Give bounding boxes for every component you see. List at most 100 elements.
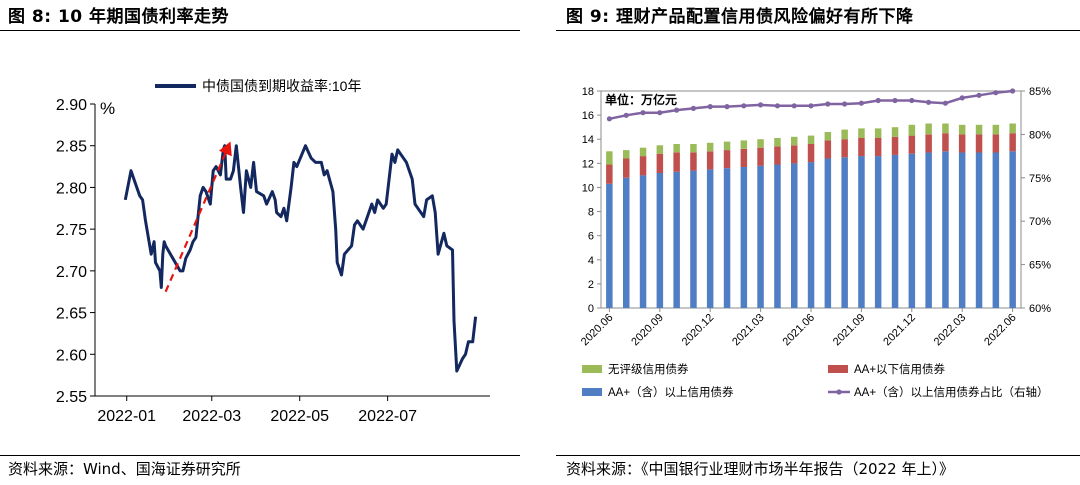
right-bar-unrated bbox=[824, 132, 832, 141]
right-bar-unrated bbox=[908, 124, 916, 136]
right-y-tick-label: 0 bbox=[588, 303, 594, 315]
right-bar-unrated bbox=[858, 128, 865, 138]
right-share-point bbox=[976, 92, 982, 98]
right-share-point bbox=[959, 95, 965, 101]
right-bar-unrated bbox=[740, 140, 748, 149]
right-share-point bbox=[707, 104, 713, 110]
right-figure-title: 图 9: 理财产品配置信用债风险偏好有所下降 bbox=[566, 7, 914, 27]
right-bar-aa-plus-above bbox=[824, 158, 832, 308]
right-bar-below-aa-plus bbox=[958, 134, 966, 153]
right-unit-label: 单位：万亿元 bbox=[605, 92, 677, 107]
left-arrow-shaft bbox=[164, 153, 227, 293]
right-bar-below-aa-plus bbox=[824, 140, 832, 159]
right-share-point bbox=[1010, 88, 1016, 94]
right-y-tick-label: 4 bbox=[588, 255, 594, 267]
left-x-tick-label: 2022-03 bbox=[182, 408, 241, 425]
right-y-tick-label: 12 bbox=[582, 158, 594, 170]
right-share-point bbox=[774, 103, 780, 109]
left-y-ticks: 2.90 2.85 2.80 2.75 2.70 2.65 2.60 2.55 bbox=[56, 97, 95, 406]
right-legend: 无评级信用债券 AA+以下信用债券 AA+（含）以上信用债券 AA+（含）以上信用债券… bbox=[582, 362, 1049, 399]
right-right-y-ticks: 85% 80% 75% 70% 65% 60% bbox=[1021, 86, 1051, 315]
right-bar-aa-plus-above bbox=[774, 164, 781, 308]
left-x-tick-label: 2022-01 bbox=[97, 408, 156, 425]
right-left-y-ticks: 18 16 14 12 10 8 6 4 2 0 bbox=[582, 86, 601, 315]
right-y-tick-label: 14 bbox=[582, 134, 594, 146]
right-share-point bbox=[993, 90, 999, 96]
right-share-point bbox=[674, 107, 680, 113]
right-bar-below-aa-plus bbox=[757, 147, 764, 166]
right-source-note: 资料来源：《中国银行业理财市场半年报告（2022 年上）》 bbox=[566, 460, 954, 478]
right-bar-unrated bbox=[656, 145, 664, 154]
left-trend-arrow bbox=[164, 141, 232, 293]
right-share-point bbox=[791, 103, 797, 109]
right-bar-unrated bbox=[891, 127, 899, 137]
left-x-ticks: 2022-01 2022-03 2022-05 2022-07 bbox=[97, 396, 417, 425]
right-legend-label: AA+以下信用债券 bbox=[854, 362, 946, 376]
right-y-tick-label: 6 bbox=[588, 231, 594, 243]
left-x-tick-label: 2022-05 bbox=[270, 408, 329, 425]
right-share-point bbox=[892, 97, 898, 104]
right-bar-aa-plus-above bbox=[673, 171, 680, 308]
right-x-tick-label: 2021.09 bbox=[831, 312, 868, 349]
right-bar-line-chart: 单位：万亿元 18 16 14 12 10 8 6 4 2 0 85% 80% 75% 70% 65% 60… bbox=[579, 86, 1051, 399]
left-legend-label: 中债国债到期收益率:10年 bbox=[202, 78, 361, 94]
right-x-tick-label: 2022.03 bbox=[932, 312, 969, 349]
right-share-point bbox=[858, 100, 864, 106]
right-bar-unrated bbox=[706, 142, 714, 152]
right-y2-tick-label: 70% bbox=[1029, 216, 1051, 228]
right-bar-unrated bbox=[958, 124, 966, 135]
right-source-rule bbox=[556, 455, 1080, 456]
right-bar-below-aa-plus bbox=[706, 151, 714, 170]
right-share-point bbox=[875, 97, 881, 104]
right-share-point bbox=[623, 112, 629, 118]
right-x-tick-label: 2021.12 bbox=[881, 312, 918, 349]
right-bar-unrated bbox=[673, 144, 680, 153]
left-figure-title: 图 8: 10 年期国债利率走势 bbox=[8, 7, 230, 27]
right-bar-unrated bbox=[874, 128, 882, 138]
right-bar-aa-plus-above bbox=[858, 156, 865, 308]
right-bar-aa-plus-above bbox=[942, 151, 949, 308]
right-bar-aa-plus-above bbox=[740, 167, 748, 308]
right-x-tick-label: 2020.12 bbox=[680, 312, 717, 349]
right-bar-aa-plus-above bbox=[891, 154, 899, 308]
right-y2-tick-label: 60% bbox=[1029, 303, 1051, 315]
right-legend-swatch bbox=[582, 365, 602, 373]
right-share-point bbox=[909, 97, 915, 104]
right-bar-below-aa-plus bbox=[975, 134, 983, 153]
right-x-tick-label: 2022.06 bbox=[982, 312, 1019, 349]
right-bar-aa-plus-above bbox=[791, 163, 798, 308]
right-share-point bbox=[606, 116, 612, 122]
right-bar-unrated bbox=[774, 138, 781, 147]
right-bar-aa-plus-above bbox=[874, 156, 882, 308]
right-bar-unrated bbox=[723, 141, 731, 150]
right-bar-below-aa-plus bbox=[740, 148, 748, 167]
right-share-point bbox=[926, 99, 932, 105]
right-share-point bbox=[640, 110, 646, 116]
right-bar-below-aa-plus bbox=[606, 164, 613, 184]
left-y-tick-label: 2.75 bbox=[56, 222, 87, 239]
right-bar-below-aa-plus bbox=[807, 144, 815, 163]
right-bar-aa-plus-above bbox=[690, 170, 697, 308]
right-bar-unrated bbox=[623, 150, 630, 159]
left-source-note: 资料来源：Wind、国海证券研究所 bbox=[8, 460, 241, 478]
right-bar-below-aa-plus bbox=[908, 135, 916, 154]
right-bar-aa-plus-above bbox=[639, 175, 647, 308]
right-legend-swatch bbox=[582, 388, 602, 396]
right-bar-below-aa-plus bbox=[656, 153, 664, 173]
right-bar-unrated bbox=[690, 144, 697, 153]
left-y-tick-label: 2.60 bbox=[56, 347, 87, 364]
right-bar-below-aa-plus bbox=[723, 150, 731, 169]
left-y-unit: % bbox=[100, 99, 115, 118]
left-y-tick-label: 2.55 bbox=[56, 389, 87, 406]
left-y-tick-label: 2.65 bbox=[56, 306, 87, 323]
right-share-point bbox=[942, 100, 948, 106]
right-bar-below-aa-plus bbox=[942, 133, 949, 152]
right-bar-aa-plus-above bbox=[606, 183, 613, 308]
right-bar-unrated bbox=[942, 123, 949, 134]
right-y-tick-label: 10 bbox=[582, 182, 594, 194]
right-share-point bbox=[741, 103, 747, 109]
right-share-point bbox=[825, 101, 831, 107]
right-bar-below-aa-plus bbox=[858, 138, 865, 157]
right-bar-below-aa-plus bbox=[1009, 133, 1016, 152]
right-title-rule bbox=[556, 30, 1080, 31]
